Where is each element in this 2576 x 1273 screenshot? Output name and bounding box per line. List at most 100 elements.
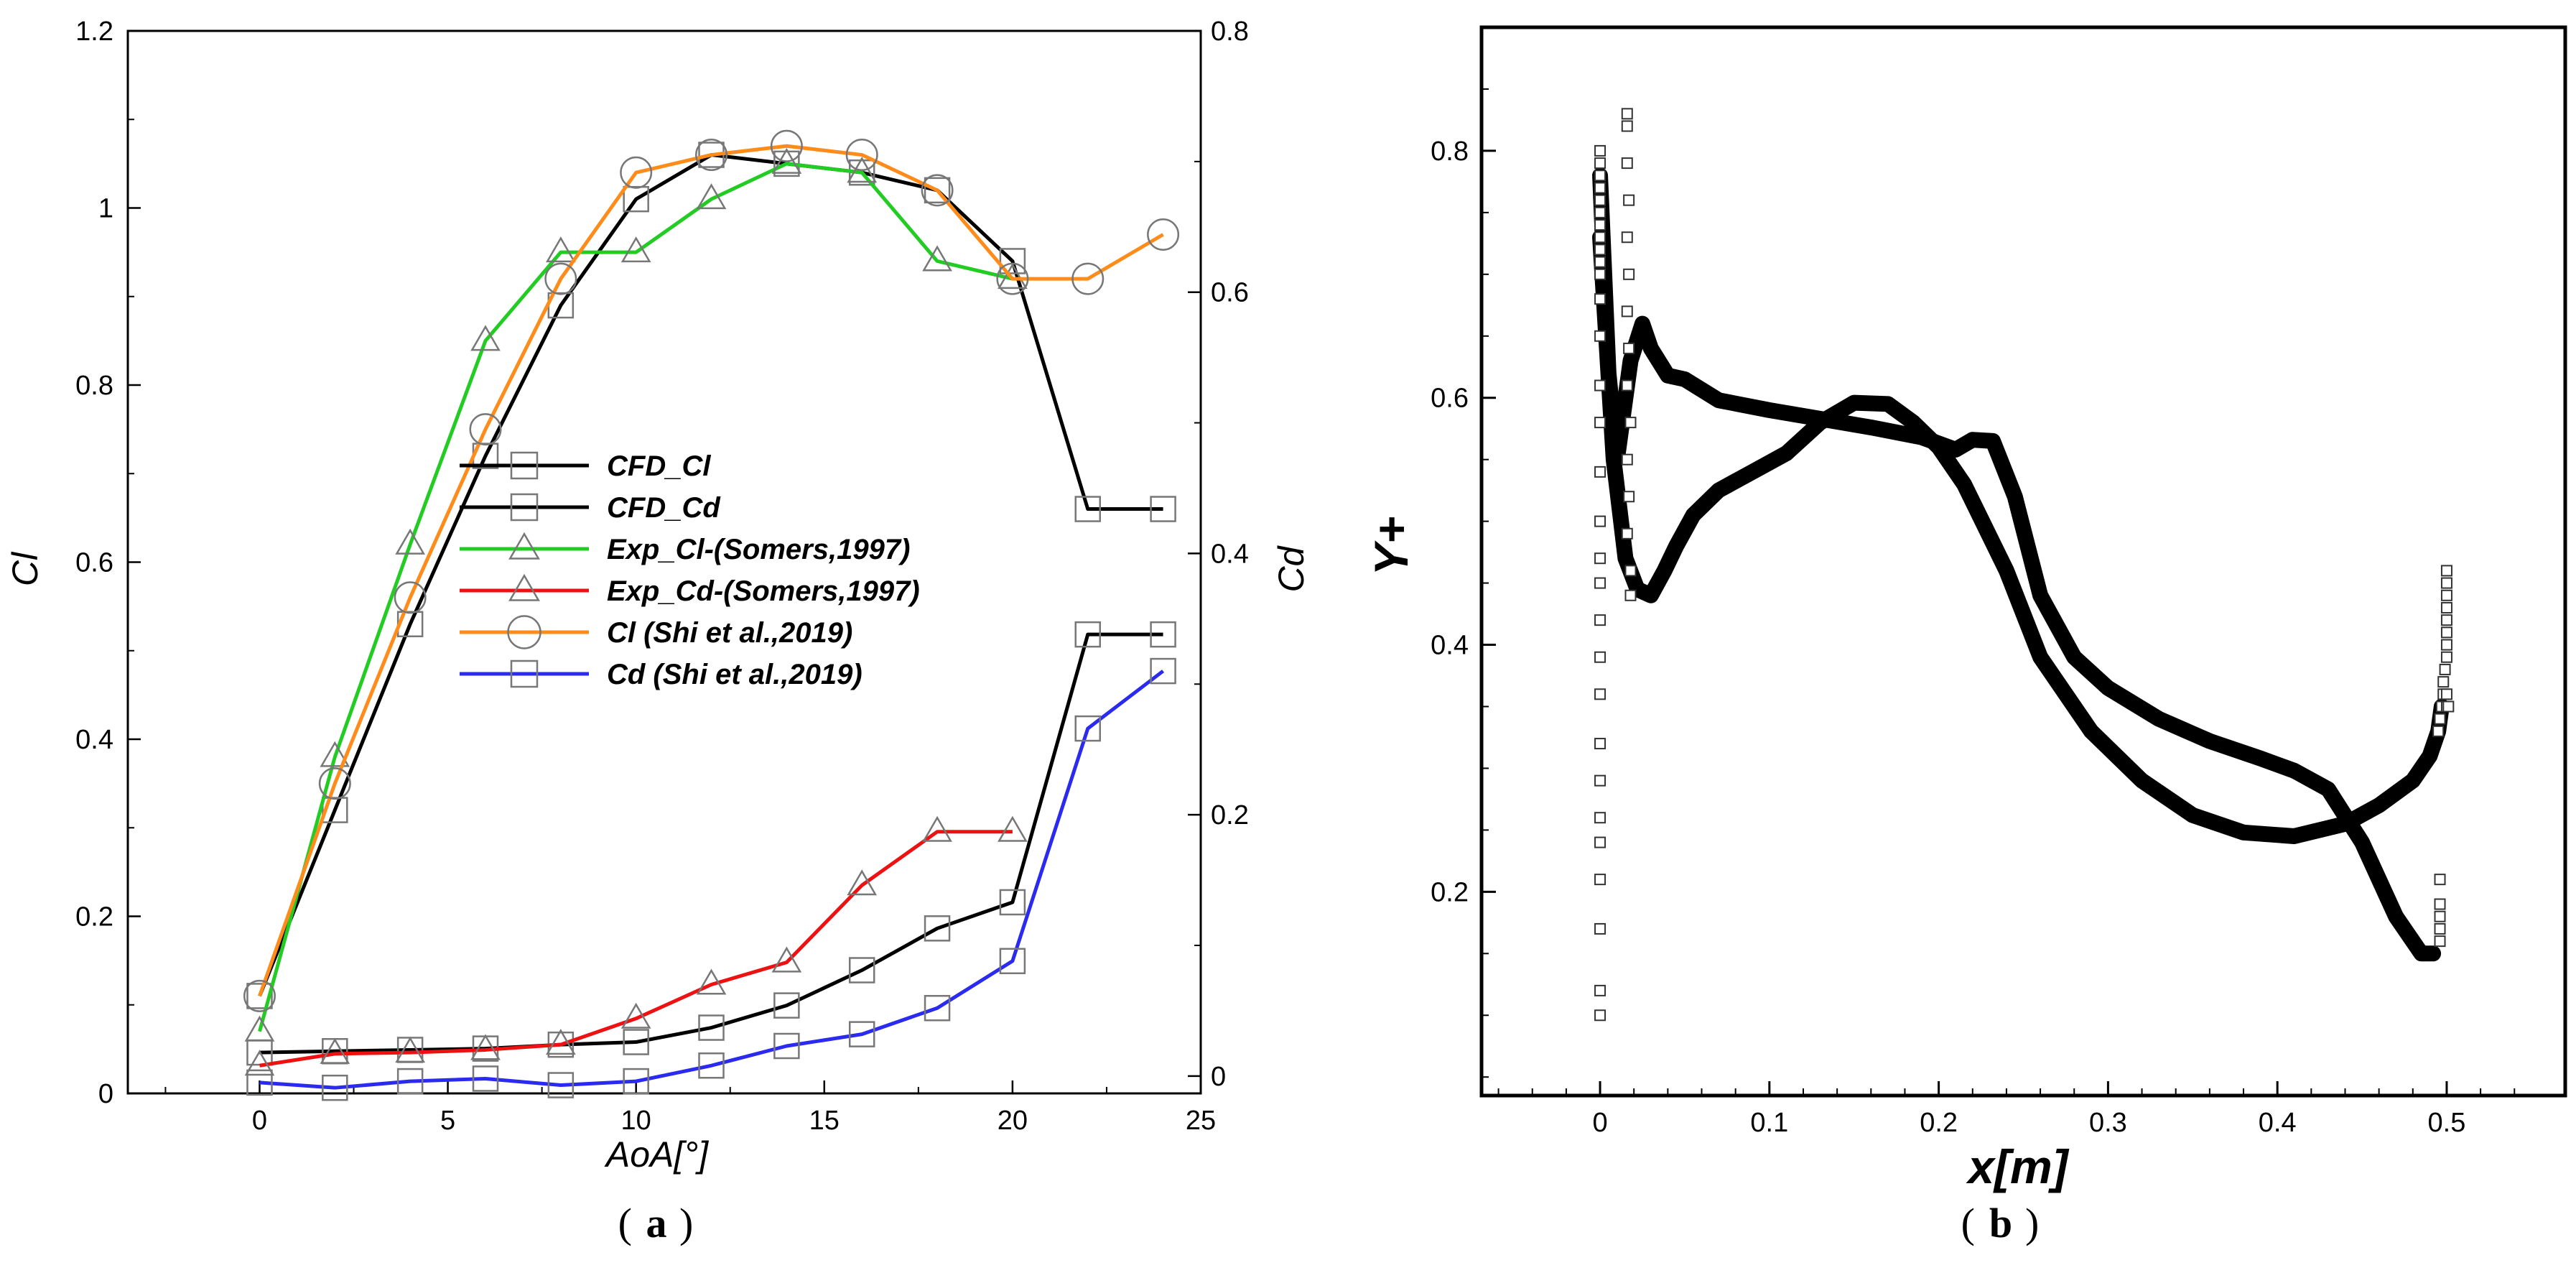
data-point (924, 915, 951, 942)
panel-b-caption-close: ) (2025, 1200, 2039, 1246)
data-point (2002, 473, 2013, 483)
legend-label: Exp_Cl-(Somers,1997) (607, 534, 910, 565)
data-point (1991, 445, 2002, 455)
data-point (1739, 400, 1749, 411)
y2-tick-label: 0.8 (1211, 17, 1249, 47)
data-point (2306, 827, 2317, 838)
data-point (1621, 108, 1633, 120)
data-point (999, 248, 1026, 274)
data-point (2196, 813, 2207, 823)
data-point (1594, 144, 1606, 157)
data-point (620, 1002, 651, 1029)
data-point (2103, 742, 2114, 753)
y-axis-label: Cl (5, 551, 45, 586)
data-point (1798, 410, 1808, 421)
data-point (1987, 537, 1998, 547)
data-point (2440, 577, 2452, 589)
y-tick-label: 0.8 (75, 371, 113, 401)
data-point (1594, 651, 1606, 663)
y-tick-label: 0.8 (1431, 136, 1469, 167)
y-tick-label: 1.2 (75, 17, 113, 47)
data-point (1601, 343, 1612, 353)
data-point (320, 1037, 350, 1064)
data-point (2018, 524, 2029, 535)
x-tick-label: 0.2 (1920, 1108, 1958, 1138)
y-tick-label: 0.4 (75, 725, 113, 755)
data-point (2043, 664, 2054, 675)
data-point (1074, 621, 1101, 648)
data-point (2001, 565, 2012, 576)
data-point (845, 139, 878, 172)
data-point (472, 1065, 499, 1092)
data-point (2230, 744, 2241, 755)
data-point (2145, 708, 2156, 719)
data-point (1623, 342, 1635, 354)
data-point (2297, 829, 2308, 840)
y2-tick-label: 0 (1211, 1062, 1226, 1092)
data-point (1874, 424, 1885, 435)
data-point (1594, 552, 1606, 565)
y2-tick-label: 0.4 (1211, 539, 1249, 569)
series-line-4 (258, 144, 1164, 997)
data-point (2440, 639, 2452, 651)
panel-a-caption-close: ) (679, 1200, 693, 1246)
data-point (1594, 812, 1606, 824)
x-tick-label: 25 (1186, 1106, 1216, 1136)
data-point (921, 174, 954, 207)
data-point (1594, 231, 1606, 244)
data-point (1721, 397, 1732, 407)
data-point (2018, 608, 2029, 619)
data-point (1790, 409, 1800, 420)
data-point (2128, 698, 2139, 709)
data-point (2213, 739, 2223, 749)
data-point (2035, 590, 2046, 601)
data-point (469, 413, 502, 446)
data-point (2440, 565, 2452, 577)
data-point (623, 1068, 649, 1095)
y-tick-label: 0.4 (1431, 631, 1469, 661)
data-point (1594, 157, 1606, 170)
data-point (1071, 262, 1105, 295)
data-point (2362, 849, 2373, 860)
panel-b-caption-open: ( (1961, 1200, 1975, 1246)
data-point (244, 1050, 275, 1076)
data-point (2221, 821, 2232, 832)
legend-label: CFD_Cd (607, 492, 721, 524)
data-point (2289, 830, 2300, 841)
data-point (2162, 792, 2172, 803)
data-point (1610, 471, 1621, 481)
legend-label: CFD_Cl (607, 450, 711, 482)
data-point (1621, 379, 1633, 392)
data-point (322, 797, 348, 823)
data-point (1747, 402, 1758, 412)
data-point (1074, 496, 1101, 522)
y-tick-label: 0 (98, 1079, 113, 1109)
data-point (1891, 427, 1902, 438)
data-point (2154, 713, 2165, 724)
data-point (246, 1069, 273, 1096)
data-point (2063, 642, 2074, 652)
data-point (2154, 787, 2165, 797)
y-axis-label: Y+ (1364, 517, 1418, 576)
data-point (1594, 922, 1606, 935)
data-point (1594, 515, 1606, 527)
data-point (395, 528, 426, 555)
data-point (2111, 688, 2122, 698)
data-point (2024, 623, 2035, 634)
legend-marker (508, 532, 540, 560)
data-point (620, 156, 653, 189)
data-point (2009, 491, 2020, 502)
data-point (922, 815, 952, 842)
data-point (2255, 828, 2266, 839)
data-point (2368, 861, 2379, 872)
data-point (1624, 565, 1637, 577)
data-point (2440, 601, 2452, 614)
data-point (773, 992, 800, 1019)
data-point (1594, 577, 1606, 589)
data-point (246, 983, 273, 1009)
y-tick-label: 0.6 (75, 548, 113, 578)
data-point (1966, 494, 1976, 504)
legend-label: Cd (Shi et al.,2019) (607, 659, 862, 690)
data-point (1621, 157, 1633, 170)
